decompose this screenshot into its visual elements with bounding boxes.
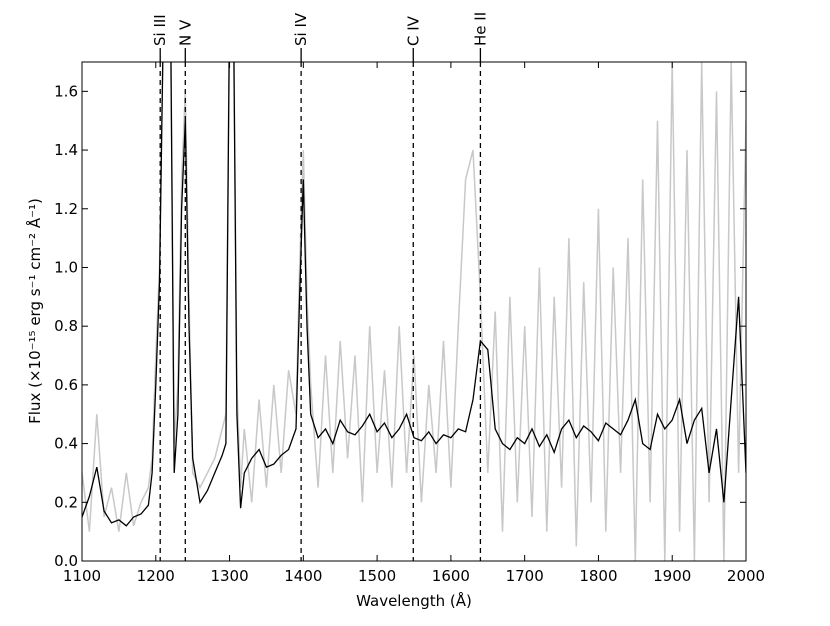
y-tick-label: 1.6 — [54, 82, 78, 100]
line-marker-label: N V — [176, 19, 194, 46]
y-tick-label: 0.4 — [54, 435, 78, 453]
spectrum-line — [82, 62, 746, 561]
x-tick-label: 2000 — [727, 567, 765, 585]
line-marker-label: Si III — [151, 14, 169, 46]
y-tick-label: 1.4 — [54, 141, 78, 159]
line-marker-label: He II — [471, 12, 489, 46]
x-tick-label: 1200 — [137, 567, 175, 585]
spectrum-line — [82, 62, 746, 527]
y-axis-label: Flux (×10⁻¹⁵ erg s⁻¹ cm⁻² Å⁻¹) — [25, 198, 44, 424]
x-tick-label: 1500 — [358, 567, 396, 585]
x-tick-label: 1300 — [210, 567, 248, 585]
x-tick-label: 1600 — [432, 567, 470, 585]
plot-frame — [81, 61, 747, 562]
x-tick-label: 1400 — [284, 567, 322, 585]
y-tick-label: 0.0 — [54, 552, 78, 570]
x-tick-label: 1800 — [579, 567, 617, 585]
y-tick-label: 0.8 — [54, 317, 78, 335]
y-tick-label: 0.2 — [54, 493, 78, 511]
line-marker-label: Si IV — [292, 12, 310, 46]
x-tick-label: 1100 — [63, 567, 101, 585]
line-marker-label: C IV — [404, 15, 422, 46]
y-tick-label: 1.0 — [54, 258, 78, 276]
y-tick-label: 0.6 — [54, 376, 78, 394]
y-tick-label: 1.2 — [54, 200, 78, 218]
x-tick-label: 1900 — [653, 567, 691, 585]
x-axis-label: Wavelength (Å) — [356, 591, 472, 610]
x-tick-label: 1700 — [506, 567, 544, 585]
